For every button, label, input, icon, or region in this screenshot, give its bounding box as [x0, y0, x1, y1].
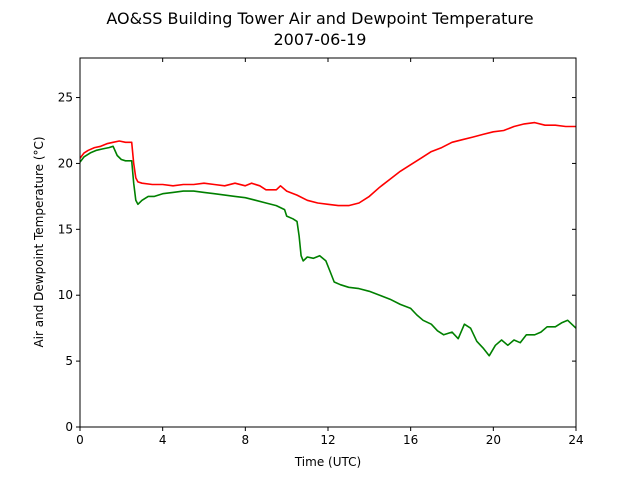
chart-title-line1: AO&SS Building Tower Air and Dewpoint Te…: [106, 9, 533, 28]
x-tick-label: 24: [568, 433, 583, 447]
chart-title-line2: 2007-06-19: [274, 30, 367, 49]
y-tick-label: 20: [58, 156, 73, 170]
x-tick-label: 0: [76, 433, 84, 447]
x-tick-label: 20: [486, 433, 501, 447]
y-tick-label: 15: [58, 222, 73, 236]
x-tick-label: 4: [159, 433, 167, 447]
ticks-layer: 0 4 8 12 16 20 24 0 5 10 15 20 25: [58, 58, 584, 447]
series-line-1: [79, 121, 576, 207]
y-tick-label: 0: [65, 420, 73, 434]
y-axis-label: Air and Dewpoint Temperature (°C): [32, 136, 46, 347]
y-tick-label: 25: [58, 91, 73, 105]
x-tick-label: 12: [320, 433, 335, 447]
series-layer: [79, 121, 577, 357]
y-tick-label: 5: [65, 354, 73, 368]
x-axis-label: Time (UTC): [294, 455, 361, 469]
x-tick-label: 8: [242, 433, 250, 447]
series-line-2: [79, 145, 577, 357]
plot-frame: [79, 57, 577, 428]
x-tick-label: 16: [403, 433, 418, 447]
y-tick-label: 10: [58, 288, 73, 302]
